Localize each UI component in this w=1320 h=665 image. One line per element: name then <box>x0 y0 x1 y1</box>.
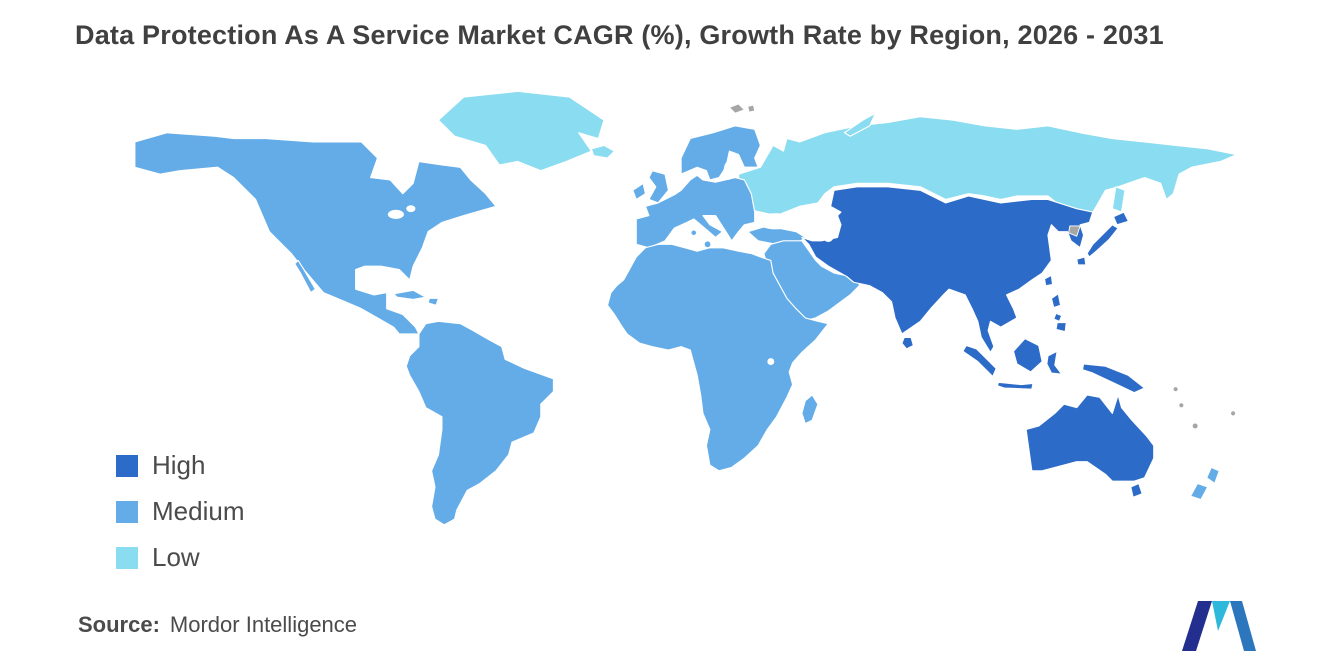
region-scandinavia <box>680 125 762 181</box>
region-madagascar <box>801 394 819 425</box>
region-japan-hokkaido <box>1112 211 1130 226</box>
region-japan-honshu <box>1086 224 1119 258</box>
sea-black <box>757 213 794 230</box>
map-legend: High Medium Low <box>116 450 244 573</box>
island-fiji <box>1230 410 1237 417</box>
mordor-logo-mark-icon <box>1182 601 1256 651</box>
lake-superior <box>387 209 404 219</box>
region-united-kingdom <box>648 170 670 204</box>
island-solomon <box>1172 386 1179 393</box>
world-map <box>90 80 1240 542</box>
region-philippines-visayas <box>1053 312 1063 322</box>
legend-swatch-low <box>116 546 138 569</box>
region-java <box>996 381 1034 390</box>
region-japan-kyushu <box>1076 256 1087 266</box>
region-new-guinea <box>1081 363 1146 394</box>
source-value: Mordor Intelligence <box>169 612 358 637</box>
legend-item-medium: Medium <box>116 496 244 527</box>
region-new-zealand-south <box>1189 482 1209 501</box>
region-north-america <box>134 132 497 335</box>
region-hispaniola <box>427 297 440 306</box>
region-taiwan <box>1043 274 1054 287</box>
legend-item-high: High <box>116 450 244 481</box>
source-line: Source: Mordor Intelligence <box>78 612 357 638</box>
legend-swatch-high <box>116 454 138 477</box>
region-sumatra <box>962 344 997 378</box>
region-russia <box>738 116 1238 224</box>
region-borneo <box>1012 338 1043 373</box>
region-svalbard <box>728 103 745 114</box>
region-asia-pacific-mainland <box>801 186 1094 353</box>
legend-swatch-medium <box>116 500 138 523</box>
region-ireland <box>632 182 647 201</box>
region-sakhalin <box>1111 186 1126 213</box>
chart-title: Data Protection As A Service Market CAGR… <box>75 20 1164 50</box>
region-sicily <box>703 240 712 249</box>
region-sulawesi <box>1046 350 1063 375</box>
region-cuba <box>393 289 427 301</box>
island-vanuatu <box>1178 402 1185 409</box>
region-iceland <box>590 144 615 159</box>
region-sardinia <box>690 229 698 237</box>
island-new-caledonia <box>1191 422 1199 430</box>
legend-label-medium: Medium <box>152 496 245 526</box>
legend-label-low: Low <box>152 542 200 572</box>
region-new-zealand-north <box>1206 466 1220 485</box>
region-south-america <box>405 320 555 526</box>
region-svalbard-east <box>747 104 756 113</box>
region-sri-lanka <box>901 336 914 350</box>
lake-huron <box>406 205 416 213</box>
mordor-intelligence-logo <box>1178 597 1258 655</box>
sea-baltic <box>723 161 733 180</box>
region-philippines-luzon <box>1050 293 1062 309</box>
region-australia <box>1025 394 1155 482</box>
region-europe <box>635 174 756 249</box>
sea-caspian <box>820 212 837 242</box>
region-novaya-zemlya <box>843 112 877 137</box>
region-baja-california <box>294 259 316 294</box>
region-north-korea <box>1068 225 1081 237</box>
legend-item-low: Low <box>116 542 244 573</box>
legend-label-high: High <box>152 450 206 480</box>
region-philippines-mindanao <box>1055 321 1067 333</box>
lake-victoria <box>767 358 775 366</box>
source-label: Source: <box>78 612 160 637</box>
region-africa <box>606 243 829 472</box>
region-tasmania <box>1130 482 1143 498</box>
world-map-svg <box>134 90 1238 526</box>
region-greenland <box>437 90 605 172</box>
